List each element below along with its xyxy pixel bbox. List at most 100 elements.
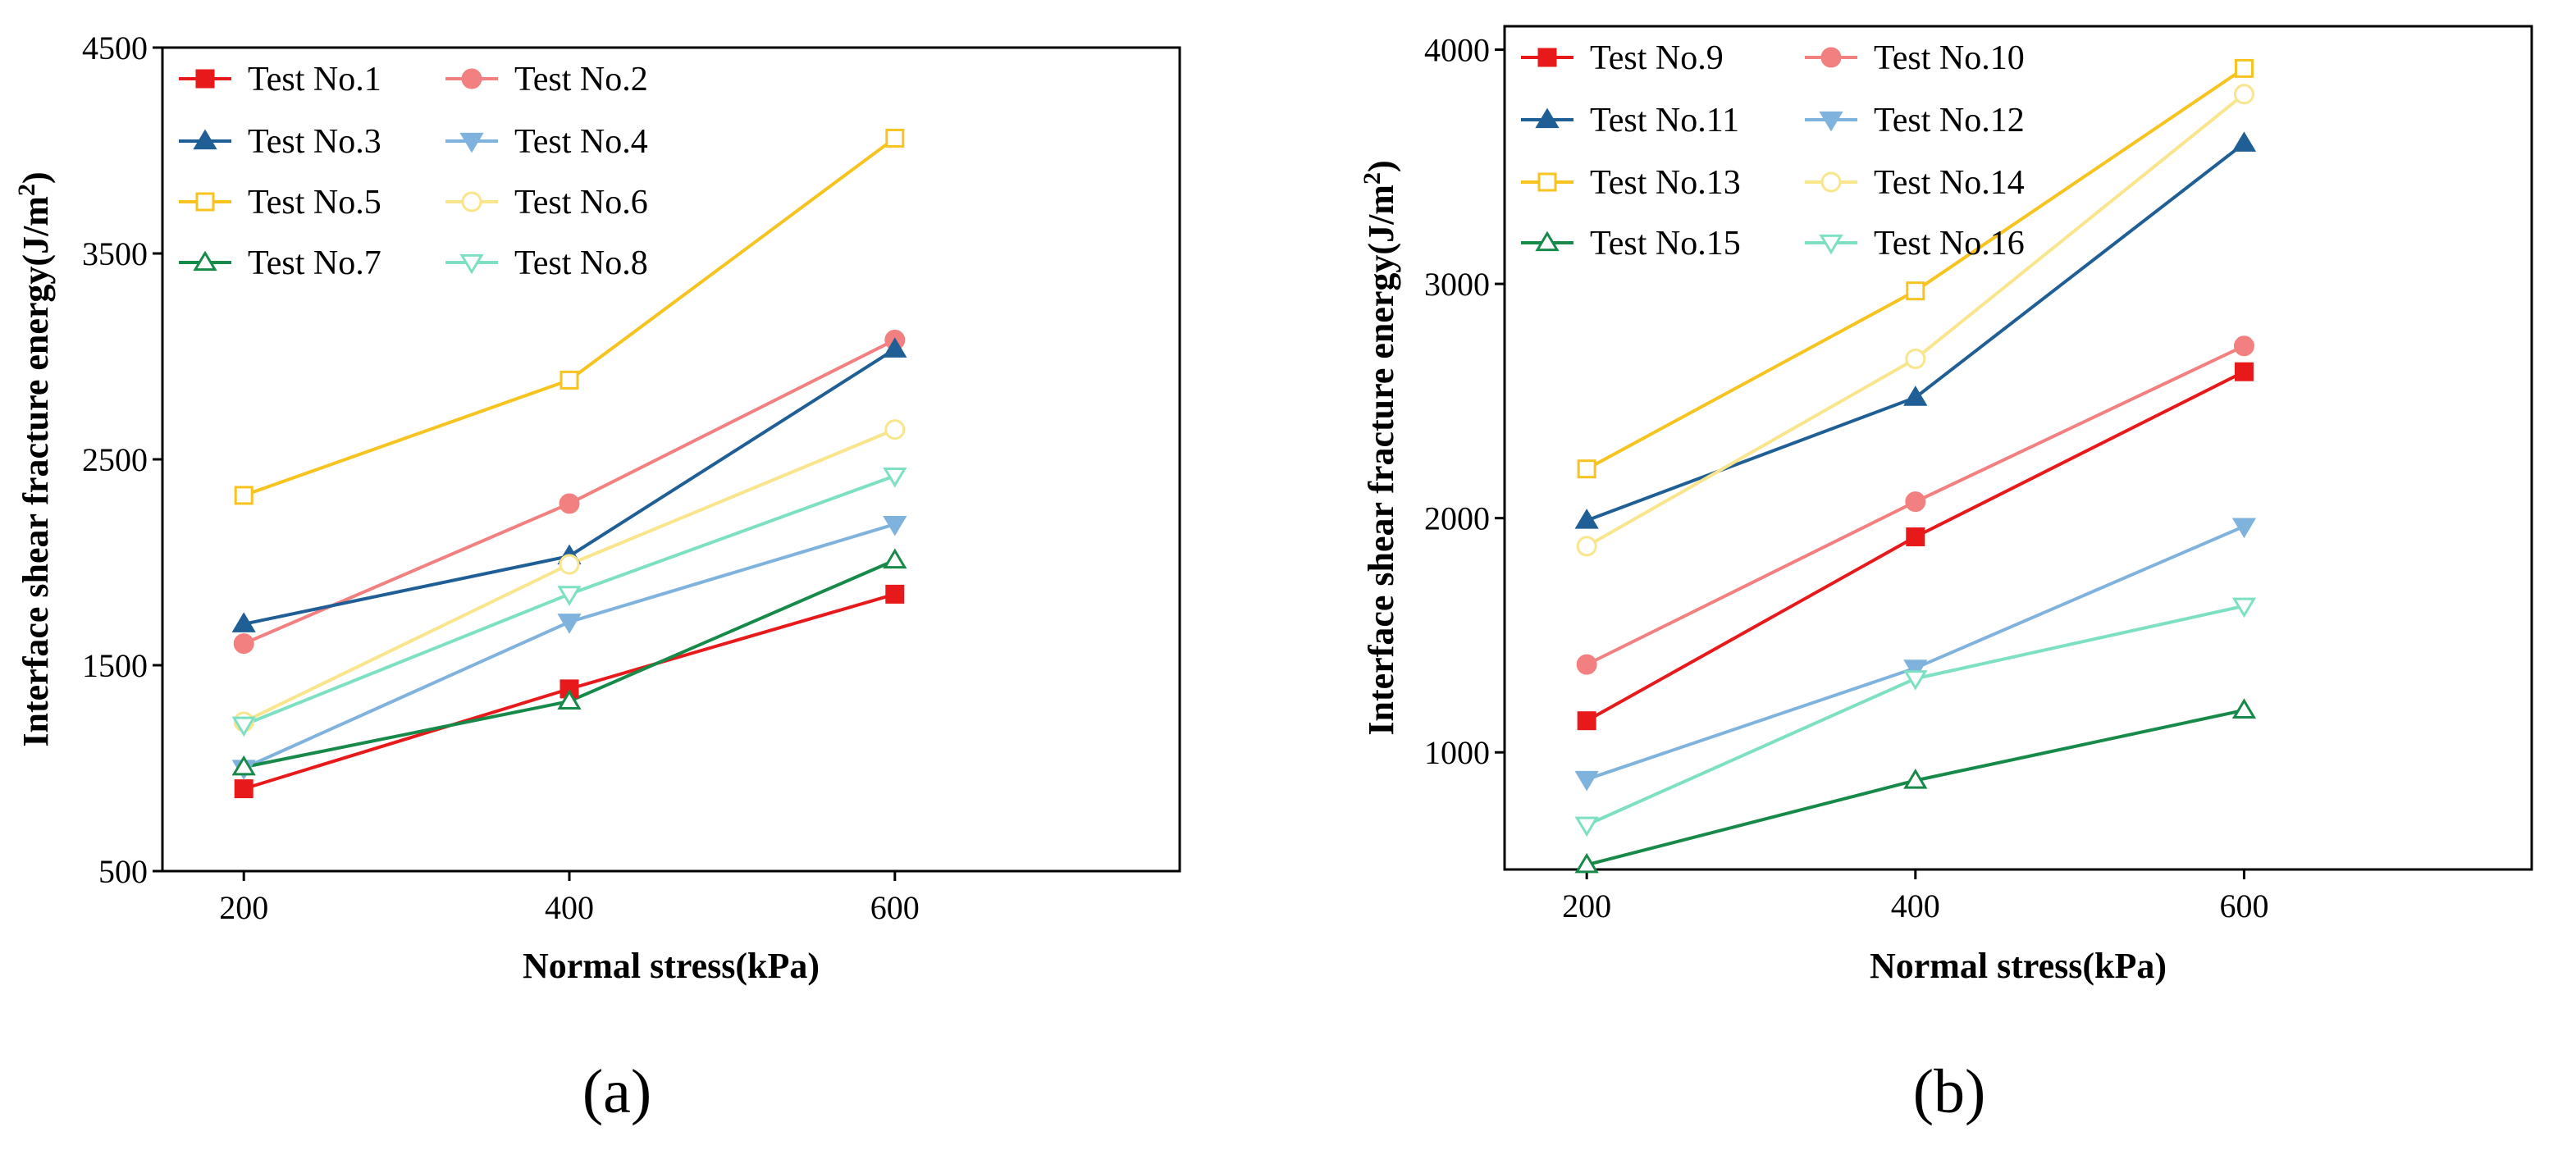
data-point bbox=[1903, 670, 1928, 691]
data-point bbox=[883, 548, 907, 569]
data-point bbox=[883, 467, 907, 488]
series-line bbox=[1586, 604, 2245, 827]
legend-label: Test No.9 bbox=[1590, 39, 1724, 77]
x-tick-label: 600 bbox=[870, 889, 920, 926]
x-axis-title: Normal stress(kPa) bbox=[1870, 946, 2167, 986]
legend-label: Test No.10 bbox=[1874, 39, 2025, 77]
legend-marker bbox=[1819, 111, 1843, 132]
y-tick-label: 2000 bbox=[1424, 500, 1490, 537]
legend-label: Test No.4 bbox=[514, 123, 648, 161]
legend-label: Test No.14 bbox=[1874, 164, 2025, 202]
x-axis-title: Normal stress(kPa) bbox=[523, 946, 820, 986]
data-point bbox=[883, 515, 907, 536]
data-point bbox=[1905, 348, 1926, 369]
legend-label: Test No.15 bbox=[1590, 225, 1741, 262]
data-point bbox=[2234, 58, 2254, 78]
data-point bbox=[234, 779, 253, 799]
series-line bbox=[1586, 524, 2245, 781]
y-tick-label: 1500 bbox=[82, 647, 148, 684]
data-point bbox=[231, 612, 256, 632]
data-point bbox=[1574, 816, 1599, 837]
data-point bbox=[1903, 659, 1928, 680]
legend-marker bbox=[1820, 47, 1842, 68]
y-tick-label: 2500 bbox=[82, 441, 148, 478]
data-point bbox=[1906, 527, 1925, 547]
legend-marker bbox=[461, 191, 482, 212]
data-point bbox=[559, 554, 580, 575]
data-point bbox=[231, 716, 256, 737]
y-axis-title: Interface shear fracture energy(J/m2) bbox=[1359, 160, 1401, 735]
legend-marker bbox=[195, 192, 215, 212]
legend-label: Test No.5 bbox=[248, 184, 381, 221]
data-point bbox=[559, 493, 580, 514]
data-point bbox=[234, 486, 253, 505]
chart-panel-b: 1000 2000 3000 4000 200 400 600 Normal stress(k… bbox=[1359, 25, 2533, 1126]
legend-label: Test No.1 bbox=[248, 61, 381, 98]
panel-label: (b) bbox=[1913, 1057, 1986, 1126]
data-point bbox=[557, 586, 582, 606]
legend-label: Test No.2 bbox=[514, 61, 648, 98]
legend-marker bbox=[193, 129, 217, 150]
y-tick-label: 3000 bbox=[1424, 266, 1490, 303]
plot-frame bbox=[161, 46, 1181, 873]
plot-frame bbox=[1503, 25, 2533, 871]
legend-label: Test No.12 bbox=[1874, 102, 2025, 139]
data-point bbox=[2233, 84, 2254, 105]
data-point bbox=[2233, 335, 2254, 357]
data-point bbox=[233, 633, 254, 655]
data-point bbox=[1903, 386, 1928, 406]
data-point bbox=[231, 755, 256, 776]
data-point bbox=[1574, 509, 1599, 529]
data-point bbox=[1906, 281, 1925, 301]
legend-marker bbox=[1535, 230, 1560, 252]
legend-marker bbox=[1535, 107, 1560, 129]
legend-marker bbox=[1819, 234, 1843, 255]
y-tick-label: 1000 bbox=[1424, 734, 1490, 771]
data-point bbox=[557, 689, 582, 710]
data-point bbox=[2231, 597, 2257, 618]
legend-marker bbox=[195, 69, 215, 89]
data-point bbox=[1574, 852, 1599, 874]
legend-marker bbox=[1537, 172, 1557, 192]
x-tick-label: 400 bbox=[545, 889, 594, 926]
data-point bbox=[1576, 654, 1597, 675]
data-point bbox=[885, 584, 905, 604]
legend-marker bbox=[459, 253, 484, 275]
legend-marker bbox=[461, 68, 482, 89]
y-tick-label: 4000 bbox=[1424, 32, 1490, 69]
legend-label: Test No.11 bbox=[1590, 102, 1739, 139]
series-line bbox=[1586, 93, 2245, 548]
data-point bbox=[883, 337, 907, 358]
data-point bbox=[1574, 770, 1599, 792]
y-tick-label: 4500 bbox=[82, 30, 148, 66]
data-point bbox=[557, 614, 582, 634]
legend-marker bbox=[1820, 171, 1842, 193]
series-line bbox=[243, 427, 896, 723]
y-axis-title: Interface shear fracture energy(J/m2) bbox=[13, 171, 56, 746]
data-point bbox=[2231, 698, 2257, 719]
data-point bbox=[2234, 362, 2254, 381]
data-point bbox=[1577, 711, 1596, 731]
legend-label: Test No.8 bbox=[514, 244, 648, 282]
legend-label: Test No.3 bbox=[248, 123, 381, 161]
data-point bbox=[1905, 491, 1926, 513]
legend-marker bbox=[1537, 48, 1557, 67]
data-point bbox=[2231, 518, 2257, 539]
y-tick-label: 500 bbox=[98, 853, 148, 890]
x-tick-label: 600 bbox=[2219, 888, 2268, 924]
x-tick-label: 200 bbox=[1562, 888, 1611, 924]
data-point bbox=[2231, 131, 2257, 152]
data-point bbox=[560, 370, 579, 390]
legend-marker bbox=[459, 132, 484, 153]
chart-panel-a: 500 1500 2500 3500 4500 200 400 600 Normal stres… bbox=[13, 30, 1181, 1126]
data-point bbox=[1903, 769, 1928, 789]
legend-marker bbox=[193, 250, 217, 272]
legend-label: Test No.7 bbox=[248, 244, 381, 282]
legend-label: Test No.13 bbox=[1590, 164, 1741, 202]
x-tick-label: 200 bbox=[219, 889, 268, 926]
legend-label: Test No.16 bbox=[1874, 225, 2025, 262]
data-point bbox=[884, 419, 906, 440]
x-tick-label: 400 bbox=[1891, 888, 1940, 924]
data-point bbox=[1577, 459, 1596, 479]
